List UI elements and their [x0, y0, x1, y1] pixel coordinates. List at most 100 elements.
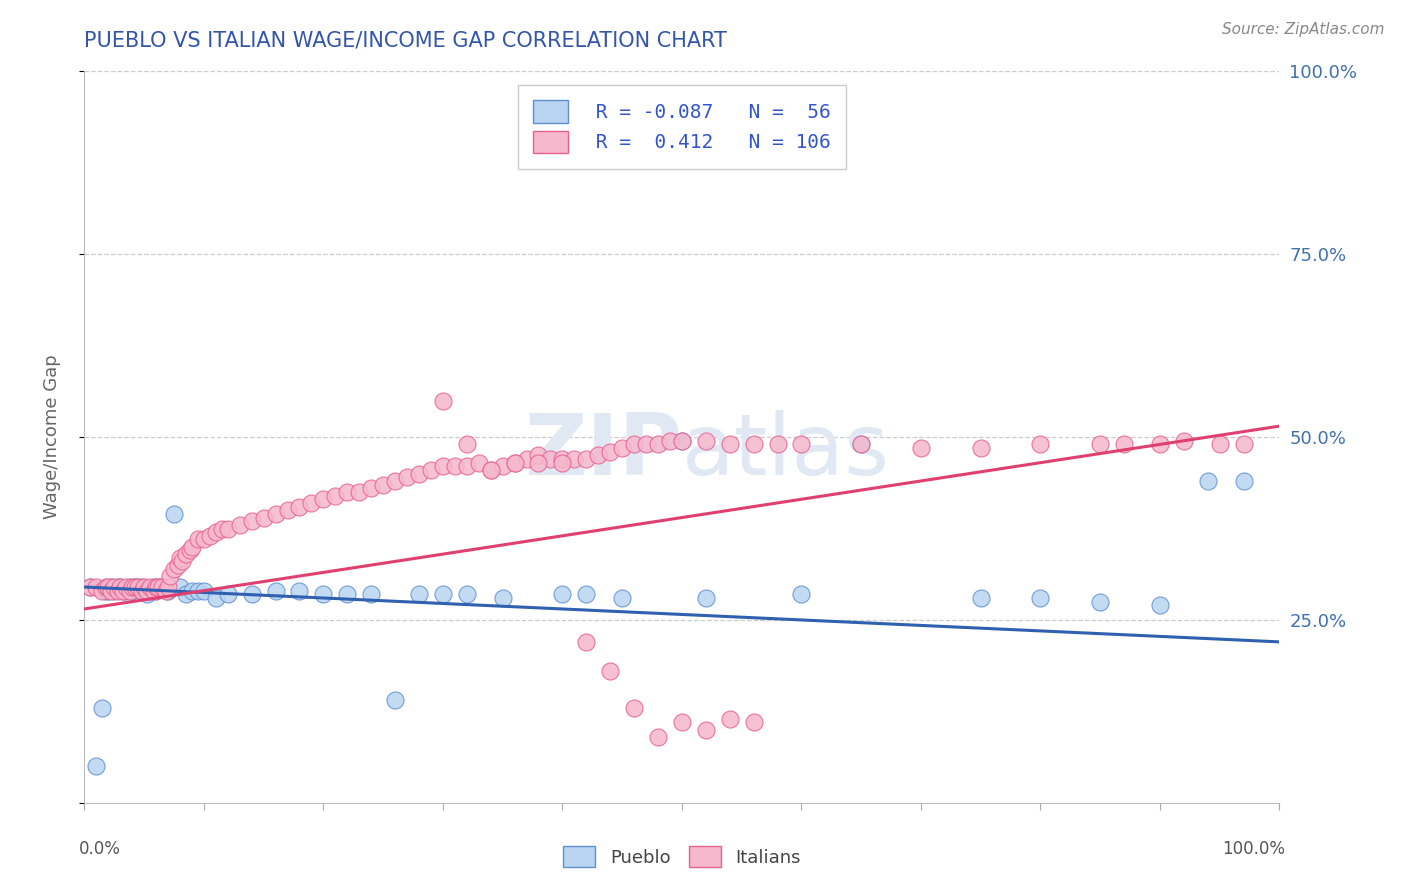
Point [111, 583, 134, 598]
Text: atlas: atlas [682, 410, 890, 493]
Text: 0.0%: 0.0% [79, 840, 121, 858]
Point [264, 507, 287, 521]
Point [718, 437, 741, 451]
Point [479, 463, 502, 477]
Point [301, 496, 323, 510]
Text: PUEBLO VS ITALIAN WAGE/INCOME GAP CORRELATION CHART: PUEBLO VS ITALIAN WAGE/INCOME GAP CORREL… [84, 30, 727, 50]
Point [193, 583, 215, 598]
Point [148, 580, 170, 594]
Point [671, 434, 693, 448]
Point [277, 503, 299, 517]
Point [695, 591, 717, 605]
Text: ZIP: ZIP [524, 410, 682, 493]
Point [970, 441, 993, 455]
Point [79, 580, 101, 594]
Point [647, 730, 669, 744]
Point [360, 587, 382, 601]
Point [636, 437, 658, 451]
Point [349, 485, 371, 500]
Point [217, 521, 239, 535]
Text: 100.0%: 100.0% [1222, 840, 1285, 858]
Point [155, 583, 177, 598]
Point [851, 437, 873, 451]
Point [384, 474, 406, 488]
Point [131, 583, 153, 598]
Point [110, 580, 132, 594]
Point [229, 517, 252, 532]
Point [432, 393, 454, 408]
Point [115, 583, 138, 598]
Point [551, 587, 574, 601]
Point [288, 583, 311, 598]
Point [623, 700, 645, 714]
Point [432, 587, 454, 601]
Point [253, 510, 276, 524]
Point [264, 583, 287, 598]
Point [132, 580, 156, 594]
Point [205, 591, 228, 605]
Point [169, 580, 191, 594]
Point [179, 543, 201, 558]
Point [336, 587, 359, 601]
Point [420, 463, 443, 477]
Point [742, 715, 765, 730]
Point [396, 470, 419, 484]
Point [124, 580, 146, 594]
Point [599, 664, 621, 678]
Point [135, 587, 157, 601]
Point [139, 583, 162, 598]
Point [623, 437, 645, 451]
Point [384, 693, 406, 707]
Point [575, 635, 598, 649]
Point [588, 448, 610, 462]
Point [551, 452, 574, 467]
Point [373, 477, 395, 491]
Point [150, 580, 173, 594]
Point [131, 580, 153, 594]
Point [100, 580, 122, 594]
Point [217, 587, 239, 601]
Point [647, 437, 669, 451]
Point [671, 434, 693, 448]
Point [121, 583, 143, 598]
Point [107, 580, 129, 594]
Point [742, 437, 765, 451]
Point [97, 583, 120, 598]
Point [86, 580, 108, 594]
Point [103, 580, 125, 594]
Point [91, 583, 114, 598]
Point [551, 456, 574, 470]
Point [1233, 474, 1256, 488]
Point [408, 467, 430, 481]
Point [540, 452, 562, 467]
Point [110, 580, 132, 594]
Point [527, 448, 550, 462]
Point [1197, 474, 1219, 488]
Point [695, 434, 717, 448]
Legend: Pueblo, Italians: Pueblo, Italians [555, 839, 808, 874]
Point [205, 525, 228, 540]
Point [1090, 437, 1112, 451]
Point [79, 580, 101, 594]
Point [148, 580, 170, 594]
Point [492, 459, 515, 474]
Point [671, 715, 693, 730]
Point [503, 456, 526, 470]
Point [86, 759, 108, 773]
Point [118, 580, 141, 594]
Point [1114, 437, 1136, 451]
Point [187, 533, 209, 547]
Point [159, 569, 181, 583]
Point [1090, 594, 1112, 608]
Point [142, 583, 165, 598]
Point [181, 583, 204, 598]
Point [456, 587, 478, 601]
Point [166, 558, 188, 573]
Point [288, 500, 311, 514]
Point [145, 580, 167, 594]
Point [910, 441, 932, 455]
Point [118, 583, 141, 598]
Point [564, 452, 586, 467]
Point [479, 463, 502, 477]
Point [187, 583, 209, 598]
